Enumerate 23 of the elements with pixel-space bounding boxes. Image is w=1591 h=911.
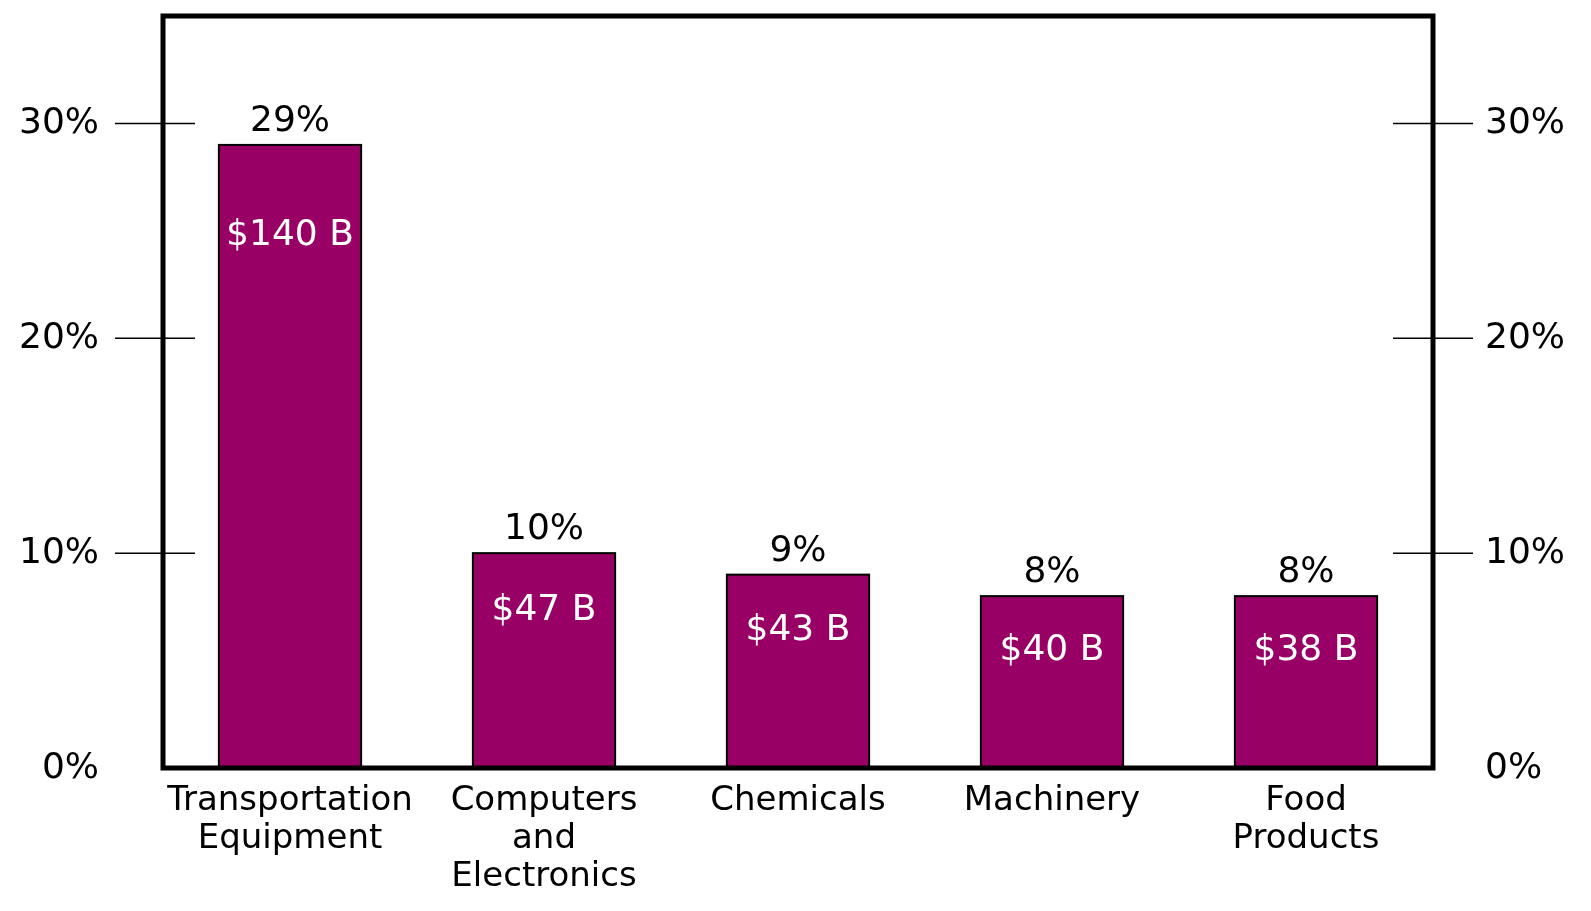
x-tick-label: Machinery	[963, 778, 1141, 818]
data-label: 8%	[1277, 549, 1335, 591]
y-tick-label: 20%	[18, 315, 99, 357]
annotation: $38 B	[1253, 626, 1359, 668]
data-label: 8%	[1023, 549, 1081, 591]
x-tick-label: Transportation Equipment	[166, 778, 413, 856]
x-tick-label: Food Products	[1232, 778, 1380, 856]
x-tick-label: Computers and Electronics	[450, 778, 638, 894]
data-label: 10%	[503, 506, 585, 548]
y-tick-label: 0%	[41, 745, 99, 786]
y-tick-label: 30%	[18, 100, 99, 142]
y2-tick-label: 30%	[1485, 100, 1566, 142]
data-label: 9%	[769, 527, 827, 569]
y2-tick-label: 0%	[1485, 745, 1543, 786]
annotation: $47 B	[491, 587, 597, 629]
annotation: $40 B	[999, 626, 1105, 668]
annotation: $140 B	[226, 211, 354, 253]
x-tick-label: Chemicals	[710, 778, 886, 818]
y2-tick-label: 20%	[1485, 315, 1566, 357]
annotation: $43 B	[745, 607, 851, 649]
y2-tick-label: 10%	[1485, 530, 1566, 572]
y-tick-label: 10%	[18, 530, 99, 572]
data-label: 29%	[249, 97, 331, 139]
